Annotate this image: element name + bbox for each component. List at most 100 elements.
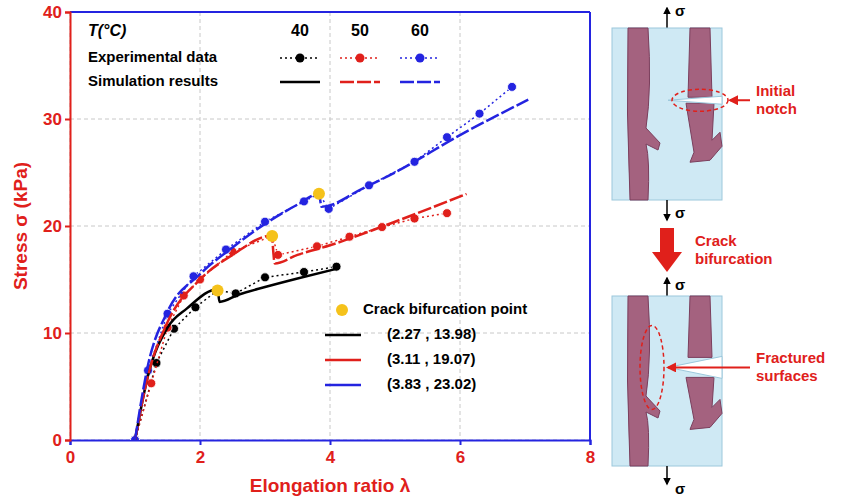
- simulation-line: [135, 269, 337, 440]
- axis-line: [65, 13, 71, 441]
- label-arrow: [730, 99, 750, 101]
- tick: 4: [326, 440, 336, 467]
- tick-label: 20: [43, 217, 62, 236]
- y-axis-title: Stress σ (kPa): [10, 162, 31, 290]
- grid-line: [70, 119, 590, 120]
- simulation-line: [135, 100, 528, 440]
- legend-row: Experimental data: [88, 48, 218, 65]
- tick-mark: [200, 440, 202, 445]
- stress-arrow: [666, 8, 668, 28]
- phase-domain: [627, 28, 660, 200]
- data-point: [475, 109, 484, 118]
- tick-mark: [65, 226, 70, 228]
- grid: [70, 12, 590, 440]
- phase-domain: [627, 296, 660, 466]
- legend-sample: [325, 359, 361, 362]
- bifurcation-point: [212, 284, 224, 296]
- grid-line: [70, 12, 590, 13]
- bifurcation-point: [313, 188, 325, 200]
- legend-label: (3.83 , 23.02): [387, 375, 476, 392]
- legend-sample: [400, 81, 440, 84]
- tick-mark: [65, 333, 70, 335]
- tick: 6: [456, 440, 465, 467]
- data-dotted-line: [135, 267, 337, 440]
- legend-sample: [325, 384, 361, 387]
- grid-line: [70, 333, 590, 334]
- legend-row: Simulation results: [88, 72, 218, 89]
- stress-symbol: σ: [675, 204, 685, 221]
- stress-arrow: [666, 278, 668, 296]
- tick: 8: [586, 440, 595, 467]
- data-point: [508, 82, 517, 91]
- phase-domain: [688, 28, 712, 97]
- chart-svg: 0 2 4 6 8 0 10 20 30 40 Elongation ratio λ Stress σ…: [0, 0, 867, 502]
- tick: 40: [43, 3, 70, 22]
- tick-mark: [460, 440, 462, 445]
- crack: [668, 96, 722, 104]
- annotation: Initialnotch: [756, 82, 797, 117]
- phase-domain: [686, 103, 722, 162]
- legend-marker: [416, 54, 425, 63]
- plot-area: [131, 82, 529, 440]
- transition-arrow: [652, 228, 682, 272]
- tick-label: 0: [66, 448, 75, 467]
- highlight: [640, 325, 664, 409]
- tick-mark: [65, 12, 70, 14]
- tick: 20: [43, 217, 70, 236]
- frame-right: [589, 12, 591, 440]
- bifurcation-legend: Crack bifurcation point (2.27 , 13.98) (3.…: [325, 300, 527, 392]
- grid-line: [590, 12, 591, 440]
- tick-label: 10: [43, 324, 62, 343]
- legend-label: (3.11 , 19.07): [387, 350, 475, 367]
- schematic: σ σ Initialnotch Crackbifurcation σ σ Fracture…: [612, 2, 825, 497]
- tick-label: 40: [43, 3, 62, 22]
- x-axis: 0 2 4 6 8: [66, 440, 595, 467]
- legend-sample: [280, 81, 320, 84]
- tick-mark: [330, 440, 332, 445]
- legend-column: 50: [351, 22, 369, 39]
- axis-line: [71, 441, 591, 446]
- legend-marker: [356, 54, 365, 63]
- legend-column: 40: [291, 22, 309, 39]
- tick: 0: [53, 431, 70, 450]
- stress-symbol: σ: [675, 480, 685, 497]
- tick: 30: [43, 110, 70, 129]
- data-point: [261, 273, 270, 282]
- legend-title: T(°C): [88, 22, 126, 39]
- x-axis-title: Elongation ratio λ: [250, 475, 411, 496]
- tick: 0: [66, 440, 75, 467]
- stress-arrow: [666, 200, 668, 220]
- stress-symbol: σ: [675, 276, 685, 293]
- y-axis: 0 10 20 30 40: [43, 3, 70, 450]
- tick: 2: [196, 440, 205, 467]
- stress-arrow: [666, 466, 668, 484]
- legend-marker: [296, 54, 305, 63]
- tick-label: 0: [53, 431, 62, 450]
- legend-marker: [336, 304, 348, 316]
- data-dotted-line: [135, 87, 512, 440]
- legend: T(°C) 40 50 60 Experimental data Simulation r…: [88, 22, 440, 89]
- tick-label: 8: [586, 448, 595, 467]
- legend-label: (2.27 , 13.98): [387, 325, 476, 342]
- bifurcation-point: [266, 230, 278, 242]
- annotation: Crackbifurcation: [695, 232, 773, 267]
- tick-mark: [590, 440, 592, 445]
- tick-label: 30: [43, 110, 62, 129]
- specimen: [612, 28, 722, 200]
- frame-top: [70, 11, 590, 13]
- tick-label: 4: [326, 448, 336, 467]
- tick-label: 2: [196, 448, 205, 467]
- tick-mark: [65, 119, 70, 121]
- phase-domain: [686, 377, 722, 429]
- specimen: [612, 296, 722, 466]
- tick-mark: [65, 440, 70, 442]
- annotation: Fracturedsurfaces: [756, 349, 825, 384]
- data-point: [443, 209, 452, 218]
- legend-column: 60: [411, 22, 429, 39]
- stress-symbol: σ: [675, 2, 685, 19]
- phase-domain: [688, 296, 712, 357]
- tick: 10: [43, 324, 70, 343]
- legend-sample: [325, 334, 361, 337]
- legend-label: Crack bifurcation point: [363, 300, 527, 317]
- grid-line: [70, 226, 590, 227]
